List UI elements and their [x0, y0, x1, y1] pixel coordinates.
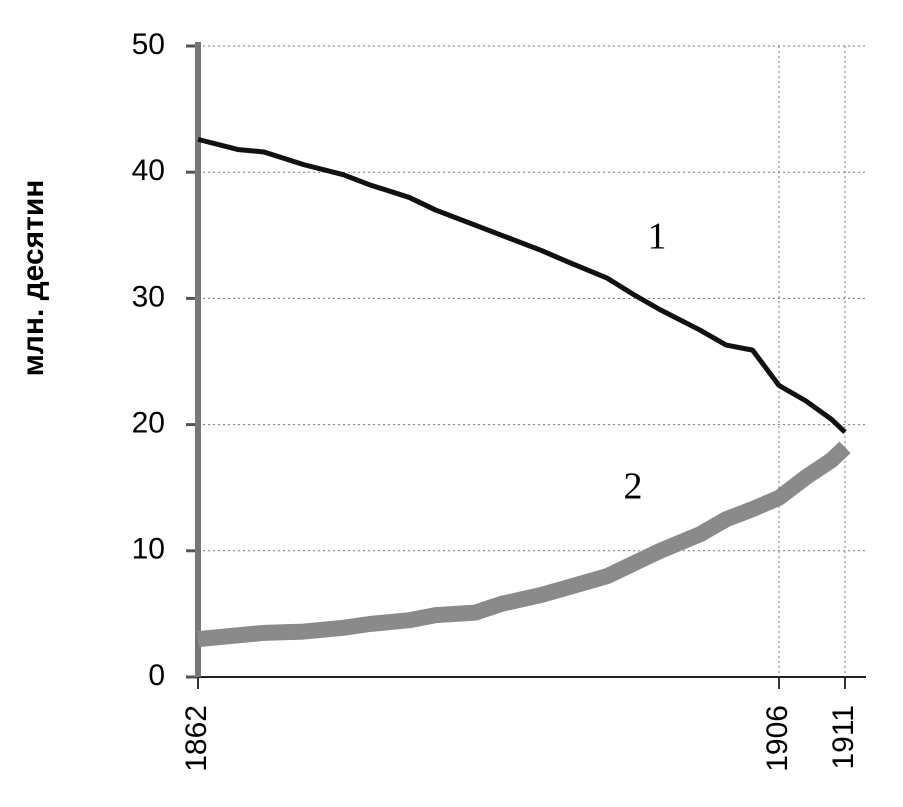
x-tick-label: 1911 — [827, 705, 860, 770]
x-tick-label: 1862 — [180, 705, 213, 772]
y-tick-label: 0 — [148, 659, 165, 692]
y-tick-label: 20 — [132, 407, 165, 440]
y-tick-label: 30 — [132, 280, 165, 313]
y-tick-label: 10 — [132, 533, 165, 566]
series-annotation: 2 — [624, 466, 643, 508]
series-line — [197, 441, 851, 648]
x-tick-label: 1906 — [761, 705, 794, 772]
series-annotation: 1 — [648, 216, 667, 258]
y-tick-label: 40 — [132, 154, 165, 187]
series-line — [197, 136, 847, 434]
y-axis-label: млн. десятин — [17, 180, 50, 377]
y-tick-label: 50 — [132, 28, 165, 61]
